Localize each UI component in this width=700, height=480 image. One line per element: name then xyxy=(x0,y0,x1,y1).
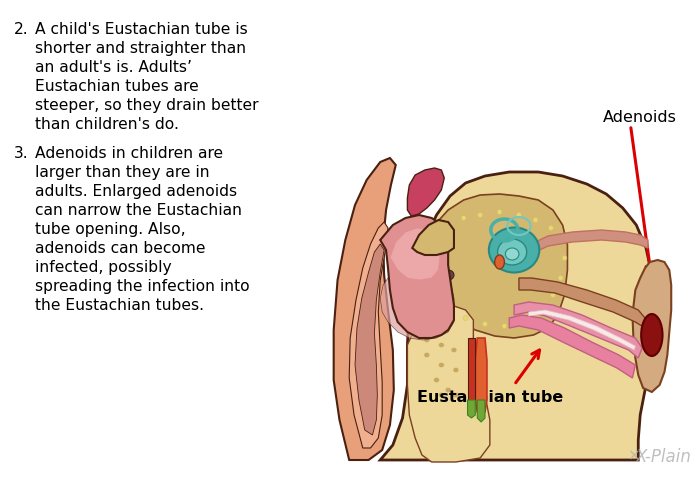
Ellipse shape xyxy=(502,324,507,328)
Ellipse shape xyxy=(433,301,450,315)
Polygon shape xyxy=(519,278,645,328)
Text: adults. Enlarged adenoids: adults. Enlarged adenoids xyxy=(35,184,237,199)
Ellipse shape xyxy=(482,322,487,326)
Ellipse shape xyxy=(447,305,452,311)
Ellipse shape xyxy=(641,314,662,356)
Ellipse shape xyxy=(410,299,424,311)
Text: 3.: 3. xyxy=(13,146,28,161)
Polygon shape xyxy=(380,265,454,340)
Ellipse shape xyxy=(453,368,459,372)
Polygon shape xyxy=(632,260,671,392)
Ellipse shape xyxy=(533,217,538,223)
Text: tube opening. Also,: tube opening. Also, xyxy=(35,222,186,237)
Polygon shape xyxy=(407,168,444,216)
Ellipse shape xyxy=(477,213,482,217)
Ellipse shape xyxy=(505,248,519,260)
Ellipse shape xyxy=(442,270,454,280)
Text: ×: × xyxy=(628,448,640,463)
Ellipse shape xyxy=(517,213,522,217)
Text: X-Plain: X-Plain xyxy=(636,448,691,466)
Ellipse shape xyxy=(497,209,502,215)
Ellipse shape xyxy=(550,292,555,298)
Text: infected, possibly: infected, possibly xyxy=(35,260,172,275)
Polygon shape xyxy=(514,302,642,358)
Polygon shape xyxy=(410,194,568,338)
Ellipse shape xyxy=(434,296,439,300)
Ellipse shape xyxy=(424,352,430,358)
Ellipse shape xyxy=(444,219,449,225)
Text: A child's Eustachian tube is: A child's Eustachian tube is xyxy=(35,22,248,37)
Ellipse shape xyxy=(438,343,444,348)
Ellipse shape xyxy=(522,317,526,323)
Ellipse shape xyxy=(558,276,563,280)
Ellipse shape xyxy=(558,238,563,242)
Polygon shape xyxy=(349,222,388,448)
Polygon shape xyxy=(510,315,636,378)
Text: 2.: 2. xyxy=(13,22,28,37)
Ellipse shape xyxy=(461,216,466,220)
Text: can narrow the Eustachian: can narrow the Eustachian xyxy=(35,203,242,218)
Ellipse shape xyxy=(433,377,440,383)
Ellipse shape xyxy=(416,281,438,299)
Polygon shape xyxy=(528,310,636,350)
Ellipse shape xyxy=(429,228,434,232)
Text: an adult's is. Adults’: an adult's is. Adults’ xyxy=(35,60,192,75)
Ellipse shape xyxy=(562,255,567,261)
Polygon shape xyxy=(475,338,487,412)
Text: the Eustachian tubes.: the Eustachian tubes. xyxy=(35,298,204,313)
Text: adenoids can become: adenoids can become xyxy=(35,241,205,256)
Polygon shape xyxy=(536,230,648,252)
Ellipse shape xyxy=(438,393,444,397)
Ellipse shape xyxy=(438,362,444,368)
Ellipse shape xyxy=(424,319,440,331)
Text: steeper, so they drain better: steeper, so they drain better xyxy=(35,98,258,113)
Text: Eustachian tubes are: Eustachian tubes are xyxy=(35,79,199,94)
Polygon shape xyxy=(334,158,395,460)
Text: Eustachian tube: Eustachian tube xyxy=(416,390,563,405)
Ellipse shape xyxy=(424,337,430,343)
Polygon shape xyxy=(468,338,475,400)
Ellipse shape xyxy=(445,387,451,393)
Polygon shape xyxy=(390,228,440,280)
Polygon shape xyxy=(412,220,454,255)
Polygon shape xyxy=(380,215,454,338)
Polygon shape xyxy=(468,400,475,418)
Ellipse shape xyxy=(549,226,554,230)
Ellipse shape xyxy=(498,239,526,265)
Text: larger than they are in: larger than they are in xyxy=(35,165,209,180)
Text: than children's do.: than children's do. xyxy=(35,117,178,132)
Ellipse shape xyxy=(495,255,505,269)
Polygon shape xyxy=(380,172,652,460)
Ellipse shape xyxy=(451,348,457,352)
Polygon shape xyxy=(407,305,490,462)
Text: Adenoids: Adenoids xyxy=(603,110,677,125)
Text: shorter and straighter than: shorter and straighter than xyxy=(35,41,246,56)
Ellipse shape xyxy=(453,393,459,397)
Ellipse shape xyxy=(539,305,544,311)
Polygon shape xyxy=(355,244,384,435)
Ellipse shape xyxy=(489,228,539,273)
Text: Adenoids in children are: Adenoids in children are xyxy=(35,146,223,161)
Polygon shape xyxy=(477,400,485,422)
Text: spreading the infection into: spreading the infection into xyxy=(35,279,249,294)
Ellipse shape xyxy=(463,315,468,321)
